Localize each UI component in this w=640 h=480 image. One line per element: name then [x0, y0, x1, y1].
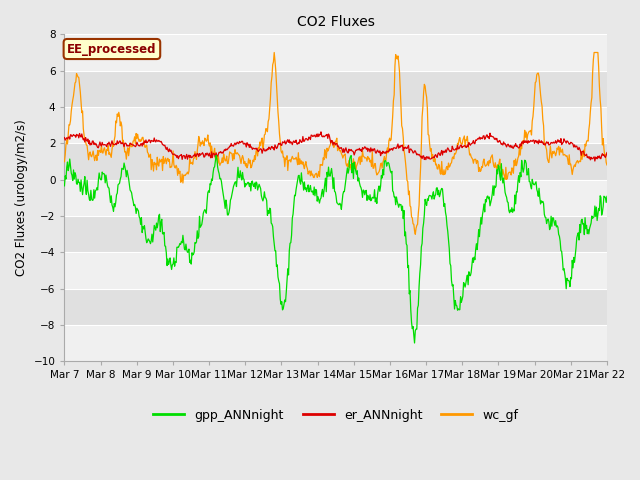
- er_ANNnight: [603, 150, 611, 156]
- gpp_ANNnight: [210, 165, 218, 170]
- er_ANNnight: [591, 158, 598, 164]
- er_ANNnight: [70, 132, 78, 138]
- wc_gf: [603, 162, 611, 168]
- er_ANNnight: [317, 129, 325, 135]
- er_ANNnight: [403, 145, 410, 151]
- wc_gf: [419, 105, 427, 110]
- gpp_ANNnight: [419, 226, 427, 231]
- gpp_ANNnight: [212, 153, 220, 158]
- wc_gf: [181, 173, 189, 179]
- Bar: [65, 107, 607, 143]
- gpp_ANNnight: [126, 187, 134, 193]
- Text: EE_processed: EE_processed: [67, 43, 157, 56]
- Bar: [65, 325, 607, 361]
- Y-axis label: CO2 Fluxes (urology/m2/s): CO2 Fluxes (urology/m2/s): [15, 120, 28, 276]
- gpp_ANNnight: [70, 176, 78, 182]
- er_ANNnight: [181, 156, 189, 161]
- wc_gf: [210, 150, 218, 156]
- Bar: [65, 71, 607, 107]
- Legend: gpp_ANNnight, er_ANNnight, wc_gf: gpp_ANNnight, er_ANNnight, wc_gf: [148, 404, 524, 427]
- Bar: [65, 35, 607, 71]
- Bar: [65, 180, 607, 216]
- wc_gf: [403, 168, 410, 173]
- er_ANNnight: [61, 135, 68, 141]
- wc_gf: [126, 140, 134, 146]
- er_ANNnight: [210, 150, 218, 156]
- Line: wc_gf: wc_gf: [65, 52, 607, 234]
- gpp_ANNnight: [411, 340, 419, 346]
- Title: CO2 Fluxes: CO2 Fluxes: [297, 15, 374, 29]
- er_ANNnight: [126, 141, 134, 146]
- wc_gf: [270, 49, 278, 55]
- wc_gf: [61, 159, 68, 165]
- Line: gpp_ANNnight: gpp_ANNnight: [65, 156, 607, 343]
- gpp_ANNnight: [181, 247, 189, 253]
- Bar: [65, 288, 607, 325]
- Bar: [65, 143, 607, 180]
- Bar: [65, 252, 607, 288]
- gpp_ANNnight: [403, 241, 410, 247]
- Line: er_ANNnight: er_ANNnight: [65, 132, 607, 161]
- wc_gf: [412, 231, 419, 237]
- gpp_ANNnight: [603, 193, 611, 199]
- er_ANNnight: [419, 156, 426, 161]
- Bar: [65, 216, 607, 252]
- gpp_ANNnight: [61, 183, 68, 189]
- wc_gf: [70, 87, 78, 93]
